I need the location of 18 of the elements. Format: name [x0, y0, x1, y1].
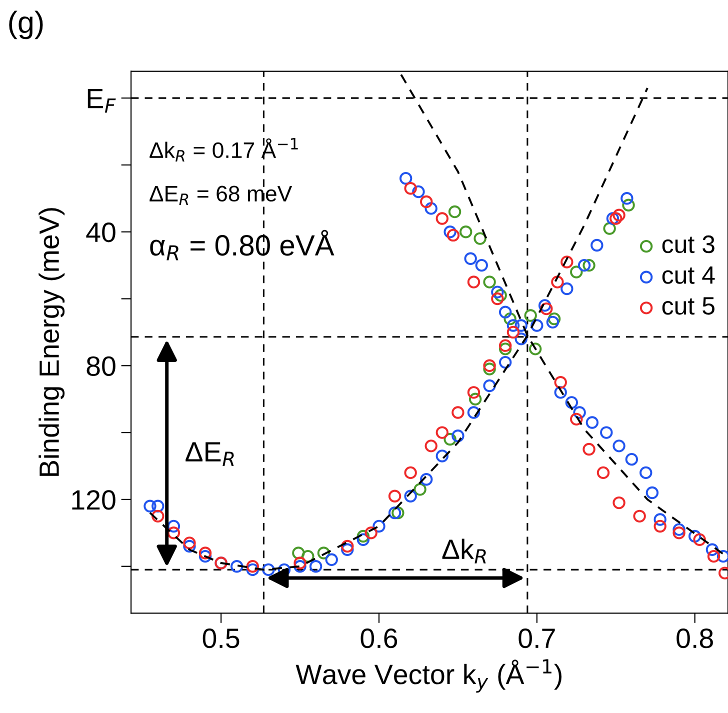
legend-label: cut 3 [662, 235, 714, 254]
annotation: ΔE$_{R}$ [186, 442, 234, 466]
legend-label: cut 4 [662, 266, 715, 284]
text: (g) [9, 10, 43, 40]
y-tick-label: 80 [86, 356, 116, 376]
y-tick-label: 120 [72, 490, 116, 510]
x-tick-label: 0.5 [202, 628, 240, 648]
x-tick-label: 0.8 [676, 628, 713, 648]
x-axis-title: Wave Vector k$_{y}$ (Å$^{−1}$) [296, 659, 562, 693]
annotation: α$_{R}$ = 0.80 eVÅ [150, 230, 334, 260]
y-tick-label: E$_{F}$ [88, 88, 116, 113]
x-tick-label: 0.7 [518, 628, 555, 648]
y-tick-label: 40 [86, 222, 116, 242]
annotation: ΔE$_{R}$ = 68 meV [150, 186, 292, 205]
legend-label: cut 5 [662, 297, 714, 315]
y-axis-title: Binding Energy (meV) [38, 208, 65, 476]
annotation: Δk$_{R}$ [442, 538, 486, 564]
x-tick-label: 0.6 [360, 628, 398, 648]
